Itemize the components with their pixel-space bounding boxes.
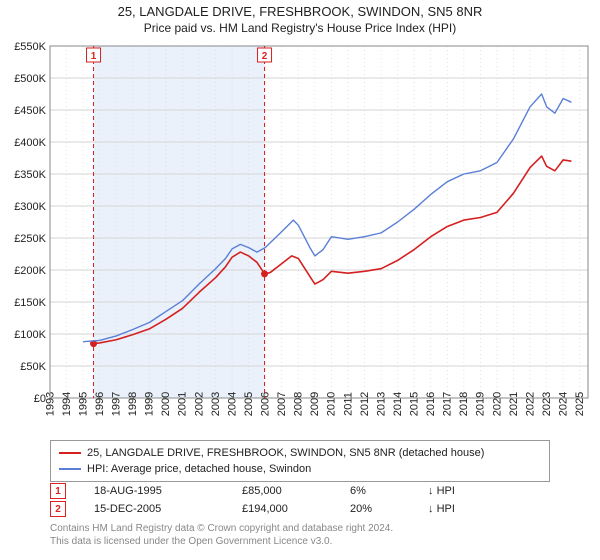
title-line-1: 25, LANGDALE DRIVE, FRESHBROOK, SWINDON,… <box>0 4 600 19</box>
svg-text:1995: 1995 <box>77 392 89 416</box>
svg-text:2005: 2005 <box>243 392 255 416</box>
svg-text:2013: 2013 <box>375 392 387 416</box>
license-line: Contains HM Land Registry data © Crown c… <box>50 522 550 535</box>
svg-text:2025: 2025 <box>574 392 586 416</box>
svg-text:£150K: £150K <box>14 297 46 309</box>
svg-text:2021: 2021 <box>508 392 520 416</box>
svg-text:£550K: £550K <box>14 41 46 53</box>
svg-text:2012: 2012 <box>359 392 371 416</box>
transaction-hpi: ↓ HPI <box>428 503 488 515</box>
license-text: Contains HM Land Registry data © Crown c… <box>50 522 550 548</box>
svg-text:2014: 2014 <box>392 392 404 416</box>
svg-text:2020: 2020 <box>491 392 503 416</box>
svg-text:1994: 1994 <box>61 392 73 416</box>
legend-swatch <box>59 452 81 454</box>
svg-text:2011: 2011 <box>342 392 354 416</box>
svg-text:£200K: £200K <box>14 265 46 277</box>
transaction-date: 18-AUG-1995 <box>94 485 214 497</box>
legend-label: HPI: Average price, detached house, Swin… <box>87 463 311 475</box>
legend-label: 25, LANGDALE DRIVE, FRESHBROOK, SWINDON,… <box>87 447 484 459</box>
table-row: 1 18-AUG-1995 £85,000 6% ↓ HPI <box>50 482 550 500</box>
transactions-table: 1 18-AUG-1995 £85,000 6% ↓ HPI 2 15-DEC-… <box>50 482 550 518</box>
svg-text:2022: 2022 <box>524 392 536 416</box>
svg-text:2023: 2023 <box>541 392 553 416</box>
transaction-pct: 6% <box>350 485 400 497</box>
title-line-2: Price paid vs. HM Land Registry's House … <box>0 21 600 35</box>
svg-text:2000: 2000 <box>160 392 172 416</box>
svg-text:2015: 2015 <box>408 392 420 416</box>
transaction-marker: 1 <box>50 483 66 499</box>
arrow-down-icon: ↓ <box>428 503 434 515</box>
svg-text:2018: 2018 <box>458 392 470 416</box>
svg-text:2017: 2017 <box>442 392 454 416</box>
svg-text:£100K: £100K <box>14 329 46 341</box>
transaction-hpi: ↓ HPI <box>428 485 488 497</box>
chart-legend: 25, LANGDALE DRIVE, FRESHBROOK, SWINDON,… <box>50 440 550 482</box>
svg-text:2003: 2003 <box>210 392 222 416</box>
svg-text:2008: 2008 <box>293 392 305 416</box>
svg-text:£450K: £450K <box>14 105 46 117</box>
svg-text:1999: 1999 <box>144 392 156 416</box>
svg-text:£400K: £400K <box>14 137 46 149</box>
transaction-marker: 2 <box>50 501 66 517</box>
transaction-pct: 20% <box>350 503 400 515</box>
svg-text:2: 2 <box>262 51 268 62</box>
svg-text:2016: 2016 <box>425 392 437 416</box>
svg-text:1996: 1996 <box>94 392 106 416</box>
svg-text:£250K: £250K <box>14 233 46 245</box>
svg-text:2002: 2002 <box>193 392 205 416</box>
svg-text:2019: 2019 <box>475 392 487 416</box>
svg-text:2001: 2001 <box>177 392 189 416</box>
svg-text:2004: 2004 <box>226 392 238 416</box>
table-row: 2 15-DEC-2005 £194,000 20% ↓ HPI <box>50 500 550 518</box>
transaction-price: £194,000 <box>242 503 322 515</box>
svg-text:1998: 1998 <box>127 392 139 416</box>
legend-swatch <box>59 468 81 470</box>
legend-item: 25, LANGDALE DRIVE, FRESHBROOK, SWINDON,… <box>59 445 541 461</box>
svg-text:£500K: £500K <box>14 73 46 85</box>
transaction-date: 15-DEC-2005 <box>94 503 214 515</box>
svg-text:£50K: £50K <box>20 361 46 373</box>
svg-text:2009: 2009 <box>309 392 321 416</box>
chart-titles: 25, LANGDALE DRIVE, FRESHBROOK, SWINDON,… <box>0 0 600 35</box>
svg-text:£300K: £300K <box>14 201 46 213</box>
arrow-down-icon: ↓ <box>428 485 434 497</box>
svg-text:2007: 2007 <box>276 392 288 416</box>
svg-text:2024: 2024 <box>557 392 569 416</box>
license-line: This data is licensed under the Open Gov… <box>50 535 550 548</box>
svg-text:2006: 2006 <box>260 392 272 416</box>
svg-text:2010: 2010 <box>326 392 338 416</box>
svg-text:1: 1 <box>91 51 97 62</box>
transaction-price: £85,000 <box>242 485 322 497</box>
chart-plot: £0£50K£100K£150K£200K£250K£300K£350K£400… <box>0 40 600 430</box>
svg-text:£350K: £350K <box>14 169 46 181</box>
svg-text:1997: 1997 <box>111 392 123 416</box>
legend-item: HPI: Average price, detached house, Swin… <box>59 461 541 477</box>
